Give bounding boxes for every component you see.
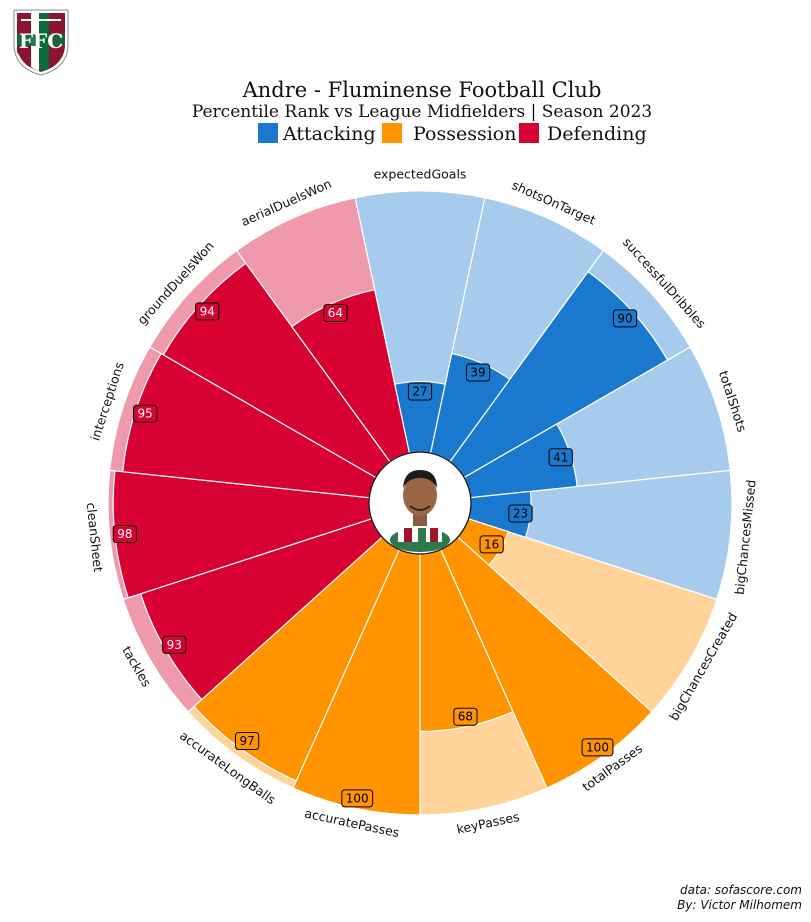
svg-text:93: 93 [167, 638, 182, 652]
svg-text:FFC: FFC [19, 29, 63, 53]
svg-text:68: 68 [458, 710, 473, 724]
svg-text:39: 39 [470, 366, 485, 380]
svg-text:100: 100 [346, 791, 369, 805]
fluminense-crest-logo: FFC [13, 9, 69, 76]
value-label-expected-goals: 27 [407, 382, 433, 401]
legend-label-attacking: Attacking [282, 123, 376, 145]
category-label-expected-goals: expectedGoals [374, 167, 467, 182]
legend-label-defending: Defending [547, 123, 647, 145]
value-label-accurate-long-balls: 97 [234, 731, 260, 750]
value-label-total-shots: 41 [548, 448, 573, 467]
value-label-big-chances-missed: 23 [508, 504, 533, 523]
chart-title: Andre - Fluminense Football Club [242, 78, 602, 102]
svg-text:97: 97 [239, 734, 254, 748]
category-label-key-passes: keyPasses [455, 809, 520, 837]
value-label-tackles: 93 [162, 635, 187, 654]
svg-text:95: 95 [138, 407, 153, 421]
value-label-total-passes: 100 [581, 738, 614, 757]
value-wedges [112, 262, 669, 816]
legend-swatch-attacking [258, 123, 278, 143]
value-label-big-chances-created: 16 [479, 535, 504, 554]
author-credit: By: Victor Milhomem [677, 898, 802, 912]
svg-text:23: 23 [513, 507, 528, 521]
legend-label-possession: Possession [413, 123, 516, 145]
category-label-big-chances-missed: bigChancesMissed [732, 479, 759, 595]
legend: Attacking Possession Defending [258, 123, 647, 145]
svg-text:94: 94 [200, 304, 215, 318]
data-source-credit: data: sofascore.com [680, 883, 802, 897]
value-label-accurate-passes: 100 [341, 789, 374, 808]
value-label-successful-dribbles: 90 [612, 309, 638, 328]
legend-swatch-possession [382, 123, 402, 143]
svg-text:90: 90 [617, 311, 632, 325]
svg-text:41: 41 [553, 450, 568, 464]
value-label-interceptions: 95 [133, 404, 158, 423]
value-labels: 27 39 90 41 23 16 100 68 100 97 93 98 95 94 64 [112, 302, 638, 808]
player-photo [368, 451, 472, 555]
svg-text:27: 27 [412, 385, 427, 399]
svg-text:64: 64 [328, 306, 343, 320]
legend-swatch-defending [519, 123, 539, 143]
value-label-clean-sheet: 98 [112, 525, 137, 544]
value-label-shots-on-target: 39 [465, 363, 491, 382]
value-label-key-passes: 68 [453, 707, 478, 726]
chart-subtitle: Percentile Rank vs League Midfielders | … [192, 102, 652, 122]
svg-text:16: 16 [484, 537, 499, 551]
value-label-ground-duels-won: 94 [195, 302, 220, 321]
category-label-clean-sheet: cleanSheet [84, 502, 106, 573]
value-label-aerial-duels-won: 64 [323, 303, 348, 322]
svg-text:98: 98 [117, 527, 132, 541]
svg-text:100: 100 [586, 740, 609, 754]
